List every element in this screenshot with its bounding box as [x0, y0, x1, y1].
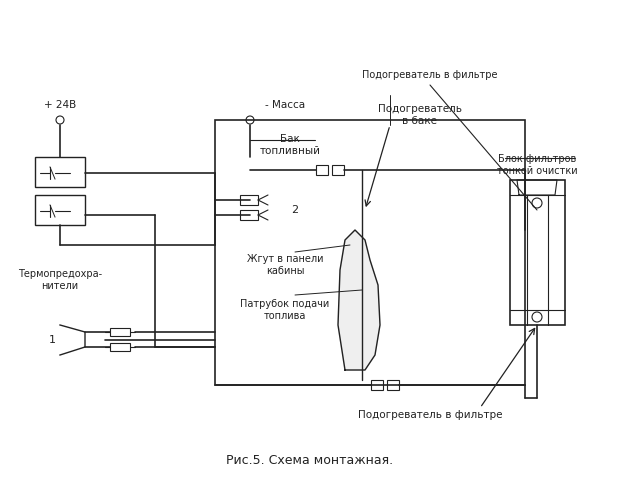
Text: Подогреватель в фильтре: Подогреватель в фильтре [358, 410, 502, 420]
Bar [240, 195, 258, 205]
Bar [110, 343, 130, 351]
Bar [387, 380, 399, 390]
Text: 2: 2 [291, 205, 299, 215]
Bar [371, 380, 383, 390]
Text: - Масса: - Масса [265, 100, 305, 110]
Bar [35, 195, 85, 225]
Text: 1: 1 [48, 335, 56, 345]
Bar [240, 210, 258, 220]
Bar [110, 328, 130, 336]
Text: Блок фильтров
тонкой очистки: Блок фильтров тонкой очистки [497, 154, 577, 176]
Text: Жгут в панели
кабины: Жгут в панели кабины [247, 254, 323, 276]
Bar [35, 157, 85, 187]
Bar [215, 120, 525, 385]
Text: Патрубок подачи
топлива: Патрубок подачи топлива [241, 299, 330, 321]
Text: Рис.5. Схема монтажная.: Рис.5. Схема монтажная. [226, 454, 394, 467]
Text: + 24В: + 24В [44, 100, 76, 110]
Polygon shape [338, 230, 380, 370]
Text: Подогреватель в фильтре: Подогреватель в фильтре [362, 70, 498, 80]
Bar [332, 165, 344, 175]
Bar [316, 165, 328, 175]
Bar [510, 180, 565, 325]
Text: Бак
топливный: Бак топливный [260, 134, 321, 156]
Text: Термопредохра-
нители: Термопредохра- нители [18, 269, 102, 291]
Text: Подогреватель
в баке: Подогреватель в баке [378, 104, 462, 126]
